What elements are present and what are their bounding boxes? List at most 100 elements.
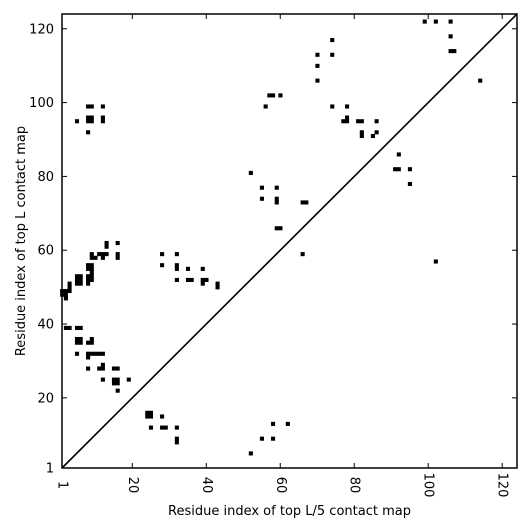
y-tick-label: 20 [37,391,54,406]
x-tick-label: 80 [347,477,362,494]
contact-cell [78,277,83,283]
contact-cell [89,119,94,124]
contact-cell [100,362,105,367]
contact-cells-layer [60,19,483,456]
contact-cell [344,119,350,124]
contact-cell [160,425,165,430]
contact-cell [78,325,83,330]
y-tick-label: 1 [46,462,54,477]
contact-cell [263,104,268,109]
contact-cell [97,252,102,257]
contact-cell [111,366,117,371]
contact-cell [115,366,120,371]
contact-cell [315,78,320,83]
contact-cell [78,340,83,345]
contact-cell [86,130,91,135]
contact-cell [248,170,253,175]
contact-cell [215,285,220,290]
contact-cell [67,281,72,286]
x-tick-label: 100 [421,473,436,498]
contact-cell [448,49,453,54]
contact-cell [356,119,361,124]
contact-cell [370,133,375,139]
contact-cell [393,167,398,172]
contact-cell [86,340,91,345]
contact-cell [115,241,120,246]
contact-cell [115,388,120,393]
contact-cell [78,281,83,286]
contact-cell [89,104,94,109]
contact-cell [74,281,80,286]
contact-cell [330,52,335,57]
contact-cell [215,281,220,286]
contact-cell [97,366,102,371]
contact-cell [174,252,179,257]
contact-cell [89,115,94,120]
contact-cell [204,277,209,283]
contact-cell [359,130,364,135]
contact-cell [259,436,265,441]
contact-cell [396,152,401,157]
x-axis-label: Residue index of top L/5 contact map [168,504,411,519]
contact-cell [271,436,276,441]
x-tick-label: 120 [495,473,510,498]
contact-cell [478,78,483,83]
contact-cell [278,93,283,98]
contact-cell [89,255,94,260]
contact-cell [115,381,120,386]
contact-cell [200,266,205,271]
contact-cell [104,252,109,257]
contact-cell [93,255,98,260]
contact-cell [74,119,80,124]
contact-cell [148,410,154,415]
contact-cell [160,252,165,257]
contact-cell [330,37,335,43]
contact-cell [86,281,91,286]
contact-cell [89,340,94,345]
contact-cell [304,200,309,205]
contact-cell [174,277,179,283]
contact-cell [63,292,68,297]
contact-cell [78,336,83,342]
contact-cell [86,351,91,356]
contact-cell [374,130,379,135]
contact-cell [111,381,117,386]
contact-cell [74,336,80,342]
contact-cell [341,119,346,124]
contact-cell [86,355,91,360]
contact-cell [100,255,105,260]
contact-cell [89,274,94,279]
contact-cell [89,277,94,283]
contact-cell [89,270,94,275]
contact-cell [100,366,105,371]
x-tick-label: 40 [199,477,214,494]
contact-cell [63,288,68,294]
contact-cell [315,52,320,57]
x-tick-label: 60 [273,477,288,494]
y-tick-label: 80 [37,170,54,185]
contact-cell [148,425,154,430]
contact-cell [100,119,105,124]
contact-cell [74,340,80,345]
contact-cell [174,263,179,268]
contact-cell [74,277,80,283]
contact-cell [86,266,91,271]
plot-frame [61,13,518,469]
contact-cell [174,436,179,441]
contact-cell [274,185,279,190]
contact-cell [86,263,91,268]
contact-cell [74,351,80,356]
contact-cell [189,277,194,283]
contact-cell [63,296,68,301]
contact-cell [359,119,364,124]
contact-cell [174,425,179,430]
contact-cell [160,414,165,419]
contact-cell [89,351,94,356]
contact-cell [433,259,438,264]
contact-cell [78,274,83,279]
y-tick-label: 100 [29,96,54,111]
contact-cell [74,274,80,279]
contact-cell [86,366,91,371]
